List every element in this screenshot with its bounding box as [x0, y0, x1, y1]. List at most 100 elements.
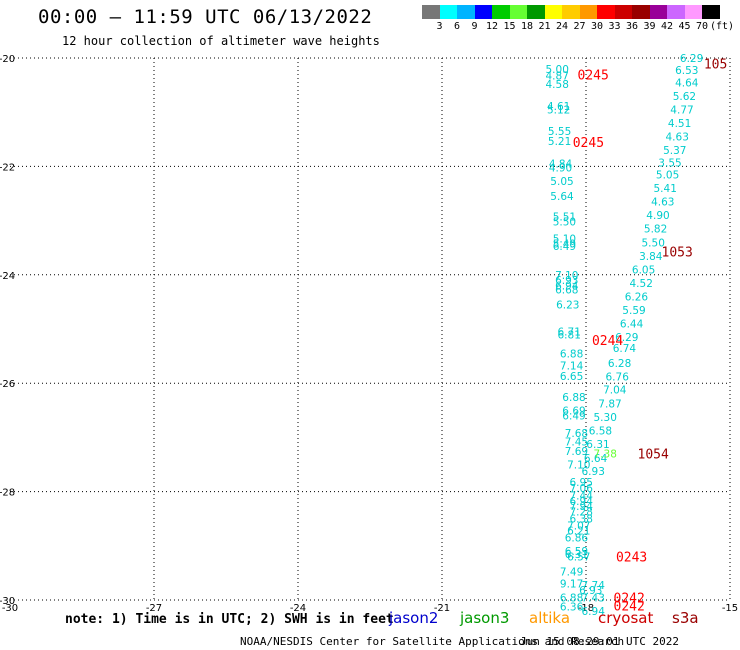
pass-time-label: 0244	[592, 334, 623, 349]
map-subtitle: 12 hour collection of altimeter wave hei…	[62, 34, 380, 48]
wave-height-value: 6.86	[565, 533, 589, 545]
color-scale-label: 39	[643, 21, 656, 32]
credit-line: NOAA/NESDIS Center for Satellite Applica…	[240, 635, 625, 648]
wave-height-value: 6.74	[613, 343, 637, 355]
wave-height-value: 6.57	[567, 552, 590, 564]
color-scale-label: 15	[503, 21, 516, 32]
wave-height-value: 5.51	[553, 211, 576, 223]
wave-height-value: 7.49	[560, 566, 583, 578]
wave-height-value: 6.93	[582, 466, 605, 478]
satellite-s3a: s3a	[672, 609, 699, 627]
longitude-tick-label: -18	[578, 603, 594, 614]
color-scale-label: 36	[625, 21, 639, 32]
wave-height-value: 9.17	[560, 579, 583, 591]
color-swatch	[474, 5, 492, 19]
wave-height-value: 5.30	[594, 412, 617, 424]
wave-height-value: 7.28	[570, 507, 593, 519]
wave-height-value: 6.05	[632, 264, 655, 276]
latitude-tick-label: -26	[0, 379, 15, 390]
color-scale-label: 30	[590, 21, 604, 32]
wave-height-value: 4.51	[668, 118, 691, 130]
pass-time-label: 0245	[578, 68, 609, 83]
wave-height-value: 6.88	[562, 392, 585, 404]
wave-height-value: 7.10	[555, 270, 578, 282]
wave-height-value: 5.12	[547, 104, 570, 116]
wave-height-value: 4.58	[546, 79, 569, 91]
wave-height-value: 5.41	[654, 183, 677, 195]
wave-height-value: 4.61	[547, 101, 570, 113]
color-swatch	[544, 5, 562, 19]
wave-height-value: 6.68	[555, 284, 578, 296]
wave-height-value: 6.21	[567, 526, 590, 538]
wave-height-value: 4.77	[670, 104, 693, 116]
wave-height-value: 6.28	[608, 358, 631, 370]
color-swatch	[649, 5, 667, 19]
wave-height-value: 5.37	[663, 145, 686, 157]
satellite-altika: altika	[529, 609, 571, 627]
map-title: 00:00 – 11:59 UTC 06/13/2022	[38, 6, 373, 28]
wave-height-value: 7.68	[565, 428, 588, 440]
color-scale-label: 12	[485, 21, 499, 32]
wave-height-value: 6.81	[558, 329, 581, 341]
longitude-tick-label: -15	[722, 603, 738, 614]
wave-height-value: 6.58	[589, 425, 612, 437]
pass-time-label: 1054	[638, 448, 669, 463]
wave-height-value: 7.07	[567, 521, 590, 533]
color-scale-label: 24	[555, 21, 569, 32]
latitude-tick-label: -30	[0, 596, 15, 607]
color-swatch	[667, 5, 685, 19]
latitude-tick-label: -28	[0, 488, 15, 499]
wave-height-value: 5.82	[644, 224, 667, 236]
color-swatch	[422, 5, 440, 19]
wave-height-value: 6.31	[565, 549, 588, 561]
color-swatch	[597, 5, 615, 19]
wave-height-value: 4.84	[549, 159, 573, 171]
wave-height-value: 7.69	[565, 446, 588, 458]
wave-height-value: 6.94	[555, 281, 579, 293]
wave-height-value: 4.87	[546, 70, 569, 82]
wave-height-value: 6.23	[556, 300, 579, 312]
wave-height-value: 5.21	[548, 136, 571, 148]
wave-height-value: 4.63	[666, 132, 689, 144]
wave-height-value: 6.64	[584, 453, 608, 465]
wave-height-value: 6.93	[555, 275, 578, 287]
wave-height-value: 4.52	[630, 278, 653, 290]
color-swatch	[614, 5, 632, 19]
color-scale-unit: (ft)	[709, 21, 735, 32]
wave-height-value: 6.94	[570, 496, 594, 508]
color-scale-label: 27	[573, 21, 586, 32]
color-scale-label: 9	[471, 21, 478, 32]
latitude-tick-label: -20	[0, 54, 15, 65]
wave-height-value: 6.53	[675, 65, 698, 77]
color-swatch	[562, 5, 580, 19]
wave-height-value: 5.62	[673, 91, 696, 103]
wave-height-value: 7.43	[582, 592, 605, 604]
longitude-tick-label: -24	[290, 603, 306, 614]
satellite-cryosat: cryosat	[598, 609, 654, 627]
wave-height-value: 5.55	[548, 126, 571, 138]
wave-height-value: 5.00	[546, 64, 569, 76]
longitude-tick-label: -21	[434, 603, 450, 614]
wave-height-value: 5.10	[553, 233, 576, 245]
color-scale-label: 42	[660, 21, 674, 32]
wave-height-value: 6.44	[620, 319, 644, 331]
wave-height-value: 5.59	[622, 305, 645, 317]
wave-height-value: 6.95	[570, 477, 593, 489]
wave-height-value: 3.55	[658, 158, 681, 170]
wave-height-value: 6.31	[586, 439, 609, 451]
wave-height-value: 6.69	[562, 405, 585, 417]
wave-height-value: 6.29	[615, 332, 638, 344]
wave-height-value: 5.49	[553, 238, 576, 250]
wave-height-value: 4.63	[651, 197, 674, 209]
longitude-tick-label: -27	[146, 603, 162, 614]
wave-height-value: 6.71	[558, 327, 581, 339]
wave-height-value: 6.49	[562, 411, 585, 423]
color-swatch	[439, 5, 457, 19]
generated-timestamp: Jun 15 08:29:01 UTC 2022	[520, 635, 679, 648]
wave-height-value: 4.90	[646, 210, 669, 222]
wave-height-value: 7.10	[567, 460, 590, 472]
wave-height-value: 7.44	[570, 490, 594, 502]
wave-height-value: 7.45	[565, 437, 588, 449]
